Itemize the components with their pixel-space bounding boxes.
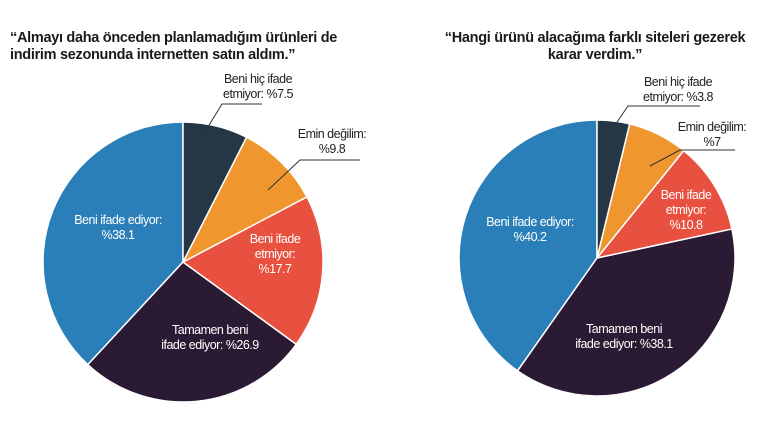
slice-label: Beni ifade ediyor: %38.1 xyxy=(73,213,163,243)
slice-label: Beni ifade etmiyor: %17.7 xyxy=(240,232,310,277)
value-label: %7.5 xyxy=(266,87,293,101)
pie-slice xyxy=(516,228,736,397)
category-label: Tamamen beni ifade ediyor: xyxy=(161,323,248,352)
value-label: %10.8 xyxy=(669,218,703,232)
category-label: Beni hiç ifade etmiyor: xyxy=(643,75,713,104)
value-label: %17.7 xyxy=(258,262,292,276)
slice-label: Emin değilim: %7 xyxy=(672,120,752,150)
value-label: %9.8 xyxy=(318,142,346,156)
slice-label: Beni ifade etmiyor: %10.8 xyxy=(649,188,724,233)
slice-label: Beni hiç ifade etmiyor: %3.8 xyxy=(631,75,726,105)
pie-slice xyxy=(458,119,598,372)
slice-label: Beni hiç ifade etmiyor: %7.5 xyxy=(211,72,306,102)
category-label: Beni ifade etmiyor: xyxy=(249,232,301,261)
value-label: %38.1 xyxy=(101,228,135,242)
leader-line xyxy=(267,159,360,191)
chart-title: “Hangi ürünü alacağıma farklı siteleri g… xyxy=(444,30,746,63)
slice-label: Emin değilim: %9.8 xyxy=(297,127,367,157)
value-label: %3.8 xyxy=(686,90,713,104)
pie-slice xyxy=(181,195,324,346)
category-label: Beni ifade ediyor: xyxy=(74,213,162,227)
leader-line xyxy=(612,105,700,129)
category-label: Beni hiç ifade etmiyor: xyxy=(223,72,293,101)
pie-slice xyxy=(42,121,184,366)
chart-title: “Almayı daha önceden planlamadığım ürünl… xyxy=(10,30,338,63)
value-label: %38.1 xyxy=(639,337,673,351)
value-label: %26.9 xyxy=(225,338,259,352)
category-label: Beni ifade ediyor: xyxy=(486,215,574,229)
leader-line xyxy=(649,149,735,167)
pie-slice xyxy=(86,261,298,403)
slice-label: Tamamen beni ifade ediyor: %38.1 xyxy=(574,322,674,352)
pie-slice xyxy=(596,119,631,259)
leader-line xyxy=(202,103,262,136)
category-label: Emin değilim: xyxy=(677,120,747,134)
value-label: %7 xyxy=(703,135,721,149)
pie-slice xyxy=(182,121,248,263)
category-label: Emin değilim: xyxy=(297,127,367,141)
slice-label: Beni ifade ediyor: %40.2 xyxy=(485,215,575,245)
value-label: %40.2 xyxy=(513,230,547,244)
category-label: Tamamen beni ifade ediyor: xyxy=(575,322,662,351)
slice-label: Tamamen beni ifade ediyor: %26.9 xyxy=(160,323,260,353)
category-label: Beni ifade etmiyor: xyxy=(660,188,712,217)
pie-slice xyxy=(595,149,733,260)
pie-slice xyxy=(181,136,308,264)
